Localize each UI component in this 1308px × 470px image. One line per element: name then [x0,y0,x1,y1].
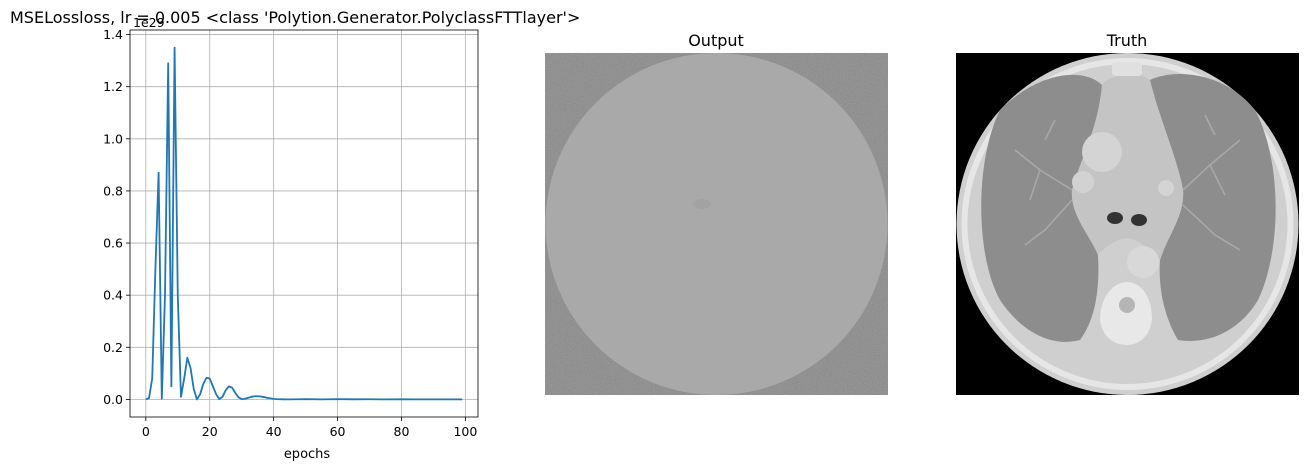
y-tick-label: 0.6 [103,236,123,251]
y-tick-label: 0.8 [103,183,123,198]
x-tick-label: 80 [394,424,410,439]
figure-title: MSELossloss, lr = 0.005 <class 'Polytion… [10,8,580,27]
x-tick-label: 60 [330,424,346,439]
y-tick-label: 0.4 [103,288,123,303]
plot-frame [129,29,479,418]
output-panel: Output [545,31,888,395]
truth-image [956,53,1299,395]
x-tick-label: 100 [453,424,477,439]
truth-panel: Truth [956,31,1299,395]
x-axis-ticks: 0 20 40 60 80 100 [142,417,477,439]
y-scale-label: 1e29 [133,15,165,30]
y-tick-label: 0.0 [103,392,123,407]
y-tick-label: 1.4 [103,27,123,42]
loss-line [145,46,463,401]
truth-title: Truth [1106,31,1148,50]
loss-series [145,46,463,401]
y-axis-ticks: 0.0 0.2 0.4 0.6 0.8 1.0 1.2 1.4 [103,27,130,407]
grid [130,30,478,417]
output-title: Output [688,31,744,50]
y-tick-label: 1.2 [103,79,123,94]
y-tick-label: 1.0 [103,131,123,146]
x-tick-label: 0 [142,424,150,439]
y-tick-label: 0.2 [103,340,123,355]
loss-plot: 0 20 40 60 80 100 0.0 0.2 0.4 0.6 0.8 1.0 1.2 1.4 1e… [103,15,479,462]
x-axis-label: epochs [284,447,331,462]
x-tick-label: 20 [202,424,218,439]
x-tick-label: 40 [266,424,282,439]
output-image [545,53,888,395]
